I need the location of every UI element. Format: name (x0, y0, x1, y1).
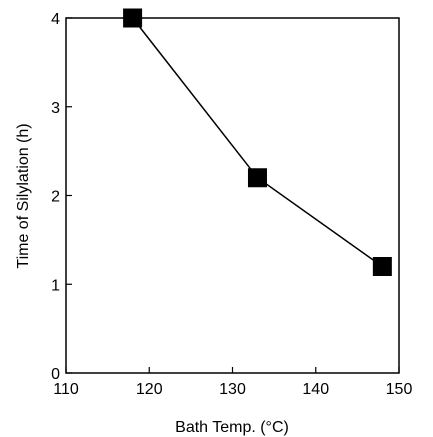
x-tick-label: 150 (386, 381, 413, 398)
plot-area-frame (65, 17, 400, 374)
x-tick-label: 140 (302, 381, 329, 398)
data-point-marker (123, 8, 143, 28)
y-tick-label: 0 (51, 366, 60, 383)
data-point-marker (372, 257, 392, 276)
y-axis-title: Time of Silylation (h) (15, 123, 32, 268)
x-tick-label: 130 (219, 381, 246, 398)
y-tick-label: 3 (51, 100, 60, 117)
x-axis-title: Bath Temp. (°C) (175, 419, 289, 436)
series-line (132, 17, 383, 268)
x-tick-label: 120 (136, 381, 163, 398)
data-series (123, 8, 392, 276)
x-axis: 110 120 130 140 150 (53, 367, 412, 398)
data-point-marker (247, 168, 267, 188)
y-tick-label: 2 (51, 189, 60, 206)
y-tick-label: 1 (51, 277, 60, 294)
y-axis: 0 1 2 3 4 (51, 11, 72, 383)
y-tick-label: 4 (51, 11, 60, 28)
x-tick-label: 110 (53, 381, 79, 398)
